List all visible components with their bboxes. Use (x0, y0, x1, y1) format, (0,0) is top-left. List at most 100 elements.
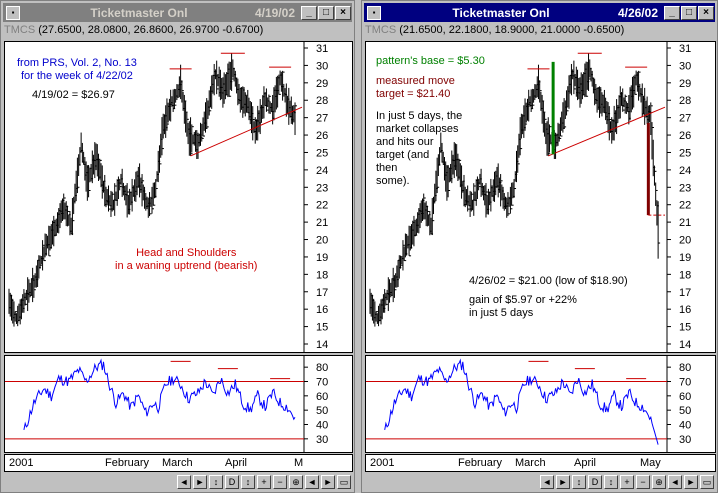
osc-tick-label: 60 (316, 391, 328, 403)
osc-tick-label: 50 (316, 405, 328, 417)
month-label: April (574, 457, 597, 469)
price-tick-label: 15 (316, 322, 328, 334)
right-titlebar[interactable]: ▪ Ticketmaster Onl 4/26/02 _ □ × (364, 3, 715, 22)
pattern-line-2: in a waning uptrend (bearish) (115, 260, 258, 272)
target-line-2: target = $21.40 (376, 88, 451, 100)
zoom-out-button[interactable]: − (636, 474, 650, 489)
gain-line-2: in just 5 days (469, 307, 534, 319)
price-tick-label: 29 (679, 78, 691, 90)
right-price-pane[interactable]: 31 30 29 28 27 26 25 24 23 22 21 20 19 18 17 16 15 14 pat… (365, 41, 716, 353)
price-tick-label: 29 (316, 78, 328, 90)
zoom-fit-button[interactable]: ⊕ (652, 474, 666, 489)
vertical-scale-button[interactable]: ↕ (209, 474, 223, 489)
zoom-fit-button[interactable]: ⊕ (289, 474, 303, 489)
scroll-right-button[interactable]: ► (193, 474, 207, 489)
price-tick-label: 28 (316, 95, 328, 107)
app-icon: ▪ (6, 5, 20, 20)
osc-tick-label: 80 (679, 362, 691, 374)
left-toolbar: ◄ ► ↕ D ↕ + − ⊕ ◄ ► ▭ (4, 473, 351, 490)
zoom-in-button[interactable]: + (257, 474, 271, 489)
right-window-date: 4/26/02 (617, 5, 658, 20)
scroll-left-button[interactable]: ◄ (177, 474, 191, 489)
page-right-button[interactable]: ► (321, 474, 335, 489)
maximize-button[interactable]: □ (681, 5, 697, 20)
zoom-out-button[interactable]: − (273, 474, 287, 489)
price-tick-label: 20 (679, 235, 691, 247)
price-tick-label: 18 (679, 269, 691, 281)
osc-tick-label: 70 (316, 377, 328, 389)
price-tick-label: 26 (679, 130, 691, 142)
price-tick-label: 31 (679, 43, 691, 55)
month-label: April (225, 457, 248, 469)
neckline (548, 106, 666, 157)
resize-button[interactable]: ↕ (241, 474, 255, 489)
layout-button[interactable]: ▭ (700, 474, 714, 489)
price-tick-label: 19 (679, 252, 691, 264)
right-ohlc-readout: TMCS (21.6500, 22.1800, 18.9000, 21.0000… (365, 24, 714, 39)
price-tick-label: 14 (316, 339, 328, 351)
osc-tick-label: 50 (679, 405, 691, 417)
price-tick-label: 27 (679, 113, 691, 125)
zoom-in-button[interactable]: + (620, 474, 634, 489)
left-oscillator-pane[interactable]: 80 70 60 50 40 30 (4, 355, 353, 453)
close-button[interactable]: × (698, 5, 714, 20)
layout-button[interactable]: ▭ (337, 474, 351, 489)
gain-line-1: gain of $5.97 or +22% (469, 294, 577, 306)
minimize-button[interactable]: _ (664, 5, 680, 20)
period-button[interactable]: D (225, 474, 239, 489)
osc-tick-label: 40 (679, 420, 691, 432)
left-titlebar[interactable]: ▪ Ticketmaster Onl 4/19/02 _ □ × (3, 3, 352, 22)
right-toolbar: ◄ ► ↕ D ↕ + − ⊕ ◄ ► ▭ (365, 473, 714, 490)
close-button[interactable]: × (335, 5, 351, 20)
neckline (190, 106, 303, 157)
price-tick-label: 24 (679, 165, 691, 177)
right-oscillator-pane[interactable]: 80 70 60 50 40 30 (365, 355, 716, 453)
price-tick-label: 22 (679, 200, 691, 212)
scroll-left-button[interactable]: ◄ (540, 474, 554, 489)
price-tick-label: 30 (679, 60, 691, 72)
result-note: 4/26/02 = $21.00 (low of $18.90) (469, 275, 628, 287)
osc-tick-label: 30 (316, 434, 328, 446)
resize-button[interactable]: ↕ (604, 474, 618, 489)
period-button[interactable]: D (588, 474, 602, 489)
price-tick-label: 21 (679, 217, 691, 229)
vertical-scale-button[interactable]: ↕ (572, 474, 586, 489)
right-oscillator-chart: 80 70 60 50 40 30 (366, 356, 691, 452)
price-tick-label: 22 (316, 200, 328, 212)
month-label: May (640, 457, 661, 469)
scroll-right-button[interactable]: ► (556, 474, 570, 489)
price-tick-label: 14 (679, 339, 691, 351)
price-tick-label: 25 (679, 147, 691, 159)
target-note: measured move target = $21.40 (376, 75, 455, 101)
pattern-note: Head and Shoulders in a waning uptrend (… (115, 247, 257, 273)
left-ohlc-readout: TMCS (27.6500, 28.0800, 26.8600, 26.9700… (4, 24, 351, 39)
target-line-1: measured move (376, 75, 455, 87)
right-chart-window: ▪ Ticketmaster Onl 4/26/02 _ □ × TMCS (2… (361, 0, 718, 493)
price-tick-label: 31 (316, 43, 328, 55)
price-tick-label: 17 (316, 287, 328, 299)
story-note: In just 5 days, the market collapses and… (376, 110, 462, 188)
story-line-3: and hits our (376, 136, 434, 148)
page-left-button[interactable]: ◄ (305, 474, 319, 489)
price-tick-label: 20 (316, 235, 328, 247)
maximize-button[interactable]: □ (318, 5, 334, 20)
ohlc-values: (21.6500, 22.1800, 18.9000, 21.0000 -0.6… (399, 24, 625, 36)
price-tick-label: 23 (316, 182, 328, 194)
left-price-pane[interactable]: 31 30 29 28 27 26 25 24 23 22 21 20 19 18 17 16 15 14 fro… (4, 41, 353, 353)
osc-tick-label: 80 (316, 362, 328, 374)
ohlc-values: (27.6500, 28.0800, 26.8600, 26.9700 -0.6… (38, 24, 264, 36)
osc-tick-label: 30 (679, 434, 691, 446)
page-right-button[interactable]: ► (684, 474, 698, 489)
month-label: March (515, 457, 546, 469)
month-label: March (162, 457, 193, 469)
right-window-title: Ticketmaster Onl (452, 5, 550, 20)
source-line-2: for the week of 4/22/02 (20, 70, 133, 82)
price-tick-label: 23 (679, 182, 691, 194)
price-tick-label: 19 (316, 252, 328, 264)
minimize-button[interactable]: _ (301, 5, 317, 20)
source-note: from PRS, Vol. 2, No. 13 for the week of… (17, 57, 137, 83)
story-line-4: target (and (376, 149, 430, 161)
base-note: pattern's base = $5.30 (376, 55, 485, 67)
page-left-button[interactable]: ◄ (668, 474, 682, 489)
price-tick-label: 17 (679, 287, 691, 299)
